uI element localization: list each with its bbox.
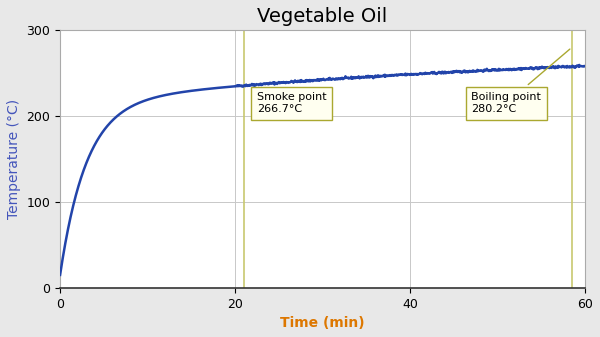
Text: Boiling point
280.2°C: Boiling point 280.2°C [472, 49, 570, 114]
Text: Smoke point
266.7°C: Smoke point 266.7°C [257, 92, 326, 114]
Y-axis label: Temperature (°C): Temperature (°C) [7, 99, 21, 219]
Title: Vegetable Oil: Vegetable Oil [257, 7, 388, 26]
X-axis label: Time (min): Time (min) [280, 316, 365, 330]
